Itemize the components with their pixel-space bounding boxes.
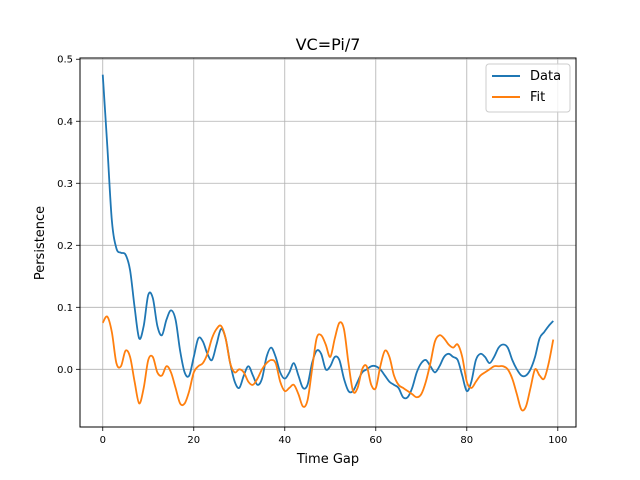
series-line-fit — [101, 315, 555, 412]
x-tick-label: 100 — [548, 435, 567, 446]
legend: Data Fit — [485, 63, 571, 113]
x-axis-label: Time Gap — [296, 452, 359, 467]
series-line-data — [101, 74, 554, 400]
y-tick-label: 0.1 — [57, 303, 73, 314]
legend-label-data: Data — [530, 69, 561, 84]
y-tick-label: 0.3 — [57, 179, 73, 190]
x-tick-label: 40 — [278, 435, 291, 446]
legend-label-fit: Fit — [530, 90, 545, 105]
y-tick-label: 0.4 — [57, 117, 73, 128]
x-tick-label: 80 — [460, 435, 473, 446]
y-tick-label: 0.5 — [57, 55, 73, 66]
plot-frame — [79, 57, 577, 428]
y-tick-label: 0.2 — [57, 241, 73, 252]
x-tick-label: 20 — [187, 435, 200, 446]
tick-layer: 0 20 40 60 80 100 0.0 0.1 0.2 0.3 0.4 0.5 — [57, 55, 567, 446]
x-tick-label: 0 — [100, 435, 106, 446]
x-tick-label: 60 — [369, 435, 382, 446]
chart-title: VC=Pi/7 — [296, 35, 361, 54]
series-layer — [101, 74, 555, 412]
y-tick-label: 0.0 — [57, 365, 73, 376]
grid-layer — [80, 58, 576, 427]
y-axis-label: Persistence — [33, 206, 48, 280]
